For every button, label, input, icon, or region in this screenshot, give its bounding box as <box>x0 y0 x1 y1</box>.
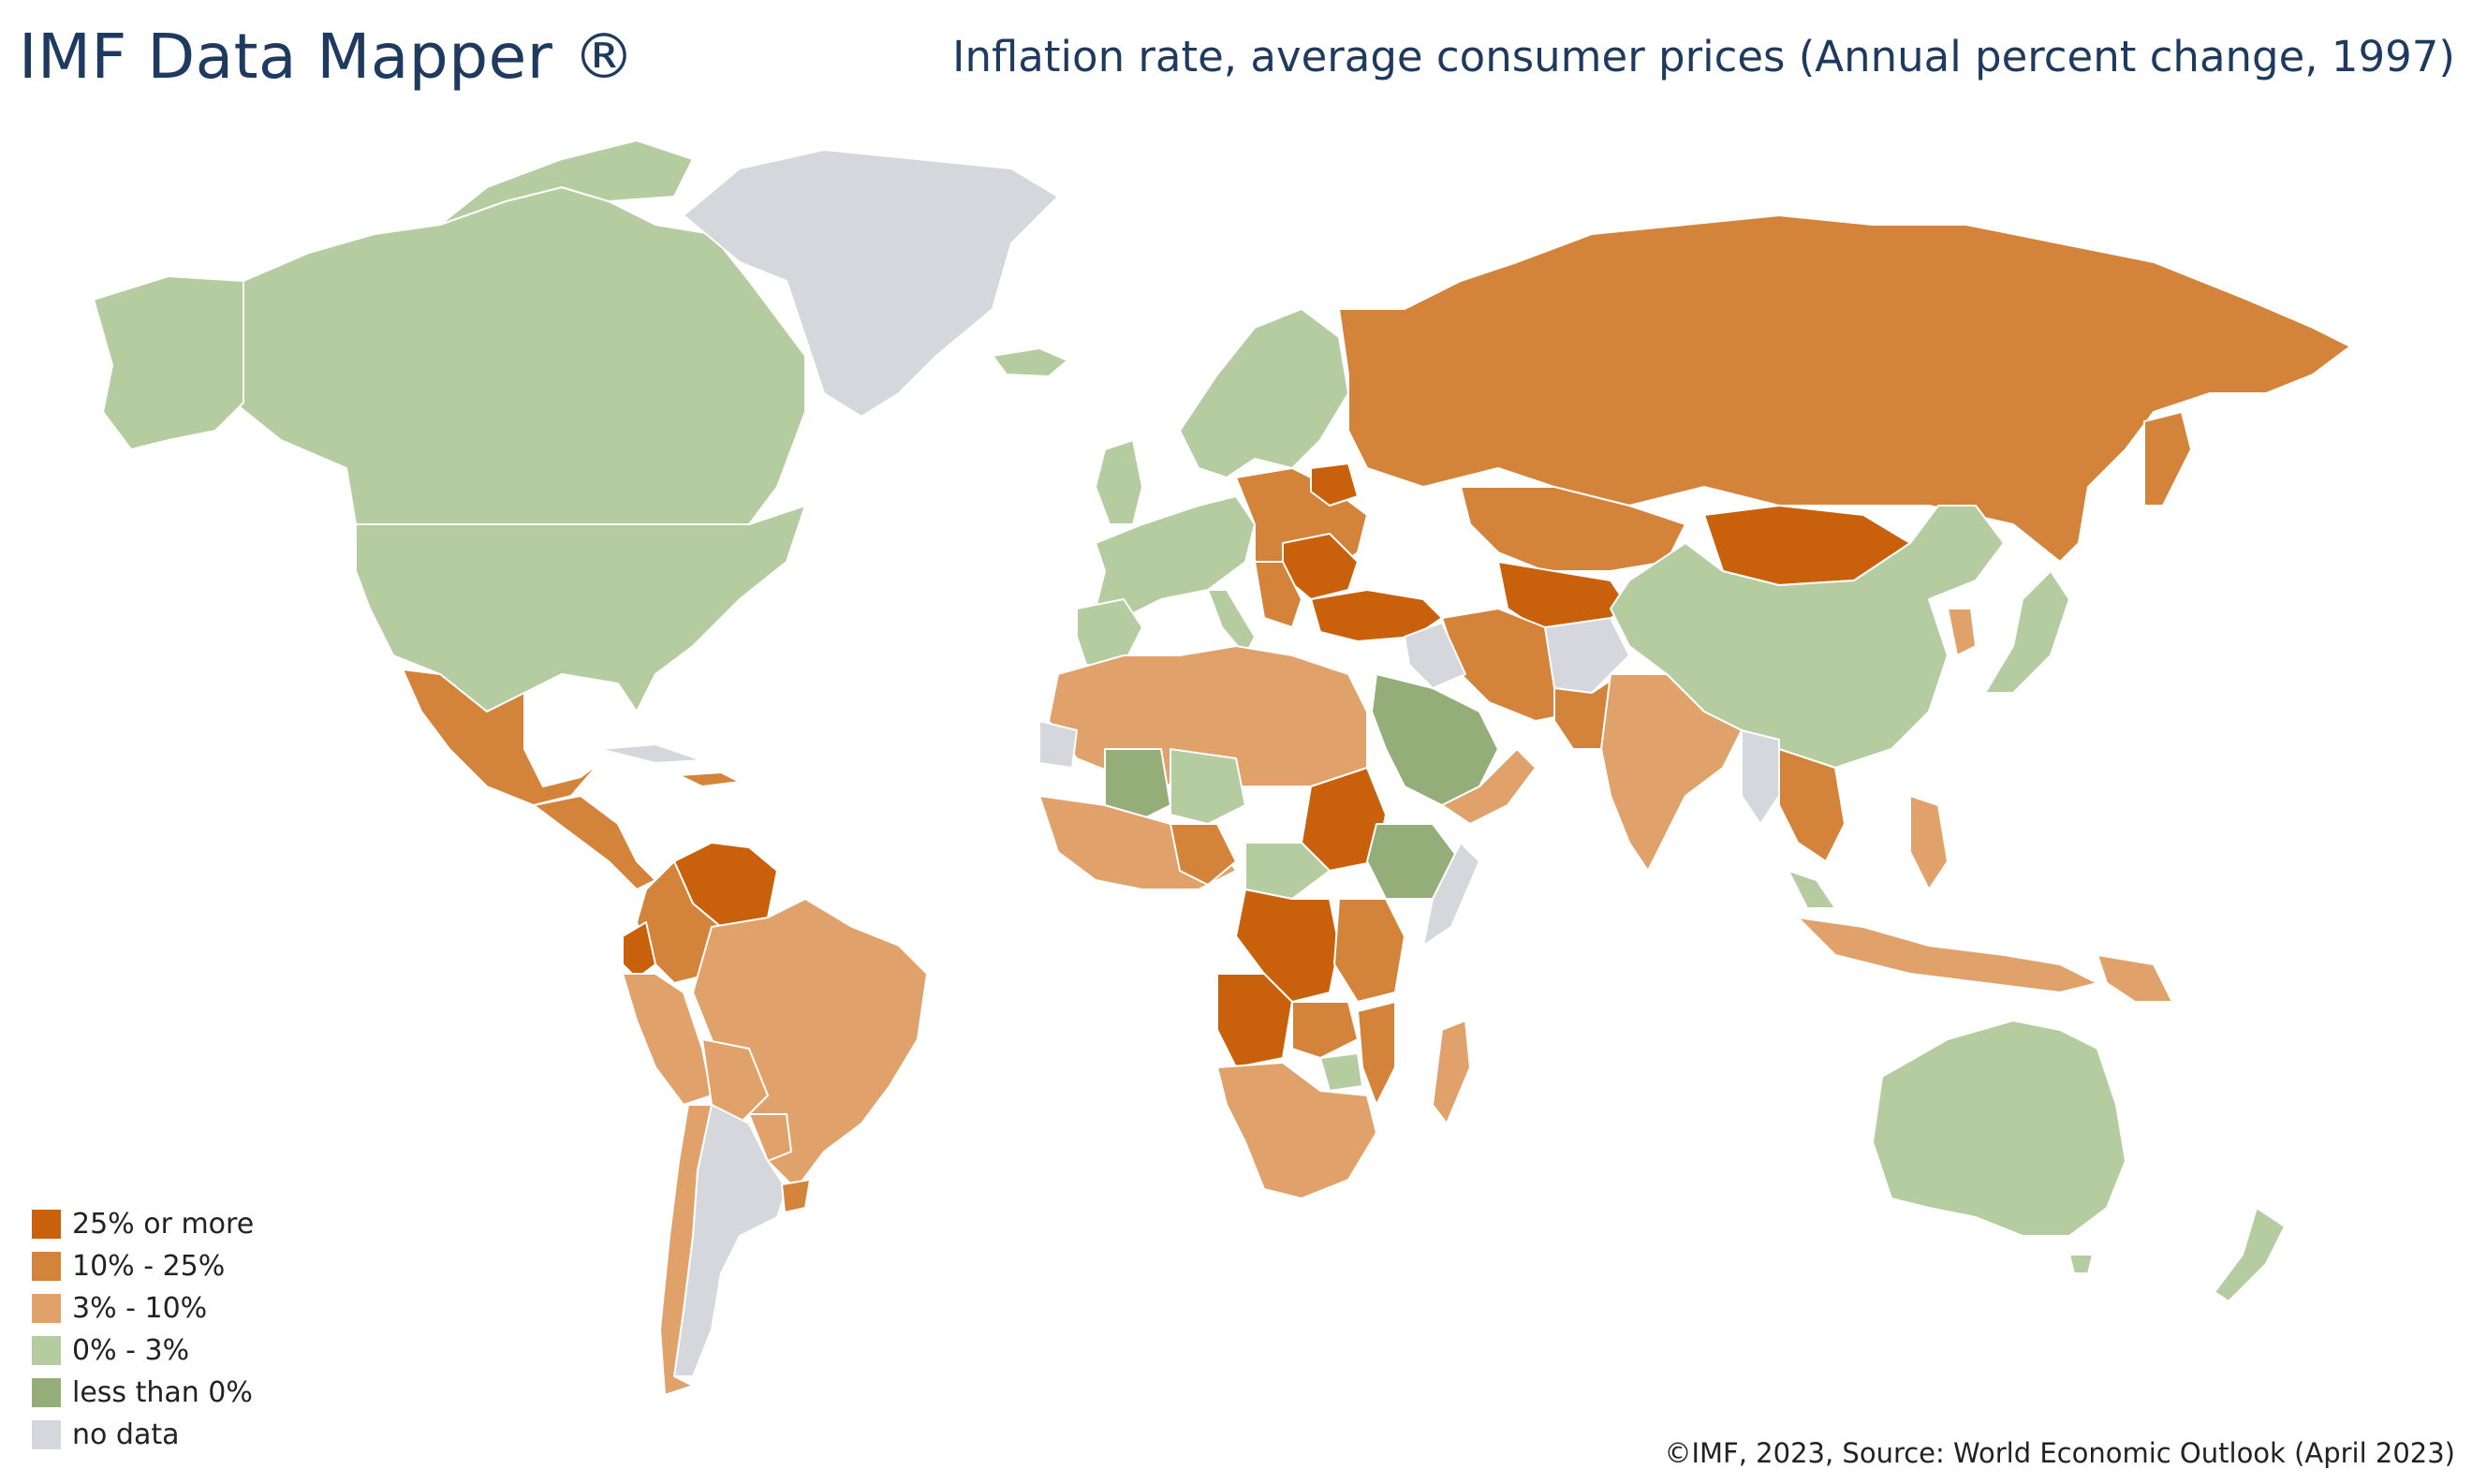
region-caribbean[interactable] <box>678 771 741 787</box>
region-greenland[interactable] <box>683 149 1059 418</box>
region-zambia[interactable] <box>1291 1001 1359 1059</box>
region-korea[interactable] <box>1947 608 1977 656</box>
legend-swatch <box>32 1294 61 1323</box>
legend-item[interactable]: 25% or more <box>32 1203 254 1245</box>
region-southern-africa[interactable] <box>1216 1062 1377 1199</box>
region-central-africa[interactable] <box>1244 842 1331 900</box>
legend-item[interactable]: less than 0% <box>32 1372 254 1414</box>
region-mexico[interactable] <box>402 669 600 806</box>
legend: 25% or more 10% - 25% 3% - 10% 0% - 3% l… <box>32 1203 254 1456</box>
legend-swatch <box>32 1210 61 1239</box>
region-malaysia[interactable] <box>1788 870 1836 909</box>
region-usa[interactable] <box>355 505 806 713</box>
region-australia[interactable] <box>1872 1020 2126 1237</box>
region-cuba[interactable] <box>598 743 703 764</box>
region-zimbabwe[interactable] <box>1319 1052 1363 1092</box>
legend-label: less than 0% <box>72 1376 253 1409</box>
region-balkans[interactable] <box>1254 561 1302 628</box>
map-title: Inflation rate, average consumer prices … <box>952 32 2455 81</box>
region-belarus[interactable] <box>1310 463 1359 507</box>
legend-label: 3% - 10% <box>72 1292 208 1325</box>
region-chile[interactable] <box>659 1104 713 1396</box>
region-east-africa[interactable] <box>1333 898 1405 1003</box>
legend-label: 10% - 25% <box>72 1250 226 1283</box>
region-myanmar[interactable] <box>1741 729 1780 825</box>
legend-label: 0% - 3% <box>72 1334 190 1367</box>
region-western-sahara[interactable] <box>1038 720 1078 769</box>
region-philippines[interactable] <box>1909 795 1949 890</box>
legend-item[interactable]: no data <box>32 1414 254 1456</box>
region-paraguay[interactable] <box>748 1113 792 1162</box>
region-iraq-syria[interactable] <box>1404 622 1466 689</box>
region-alaska[interactable] <box>93 275 244 450</box>
region-tasmania[interactable] <box>2068 1254 2094 1274</box>
legend-swatch <box>32 1336 61 1365</box>
region-uk[interactable] <box>1095 439 1143 525</box>
region-kamchatka[interactable] <box>2143 411 2192 507</box>
legend-item[interactable]: 0% - 3% <box>32 1330 254 1372</box>
region-niger-chad[interactable] <box>1170 748 1246 825</box>
region-mozambique[interactable] <box>1357 1001 1396 1106</box>
region-png[interactable] <box>2097 954 2173 1003</box>
region-uruguay[interactable] <box>781 1179 811 1213</box>
region-scandinavia[interactable] <box>1179 308 1349 478</box>
brand-title: IMF Data Mapper ® <box>19 21 636 93</box>
region-italy[interactable] <box>1207 589 1256 656</box>
region-mali-sahel[interactable] <box>1104 748 1171 825</box>
region-new-zealand[interactable] <box>2214 1207 2286 1302</box>
region-ecuador[interactable] <box>622 921 656 979</box>
region-japan[interactable] <box>1984 570 2070 694</box>
region-madagascar[interactable] <box>1432 1020 1471 1124</box>
region-western-europe[interactable] <box>1095 495 1256 619</box>
region-bolivia[interactable] <box>701 1038 769 1124</box>
region-canada-arctic[interactable] <box>439 140 694 226</box>
legend-swatch <box>32 1252 61 1281</box>
region-iceland[interactable] <box>992 347 1068 377</box>
region-central-america[interactable] <box>533 795 656 890</box>
region-angola[interactable] <box>1216 973 1293 1068</box>
region-kazakhstan[interactable] <box>1460 486 1686 572</box>
region-indonesia[interactable] <box>1797 917 2098 993</box>
region-drc[interactable] <box>1235 889 1340 1003</box>
legend-label: 25% or more <box>72 1208 255 1241</box>
legend-item[interactable]: 10% - 25% <box>32 1245 254 1287</box>
legend-label: no data <box>72 1418 180 1451</box>
region-yemen-oman[interactable] <box>1441 748 1537 825</box>
region-nigeria[interactable] <box>1170 823 1237 886</box>
region-india[interactable] <box>1600 673 1743 872</box>
region-canada[interactable] <box>93 186 806 563</box>
source-credit: ©IMF, 2023, Source: World Economic Outlo… <box>1664 1437 2455 1469</box>
region-southeast-asia[interactable] <box>1778 748 1846 862</box>
legend-item[interactable]: 3% - 10% <box>32 1287 254 1330</box>
legend-swatch <box>32 1378 61 1407</box>
region-somalia[interactable] <box>1422 842 1480 947</box>
legend-swatch <box>32 1420 61 1449</box>
region-russia[interactable] <box>1338 214 2351 563</box>
